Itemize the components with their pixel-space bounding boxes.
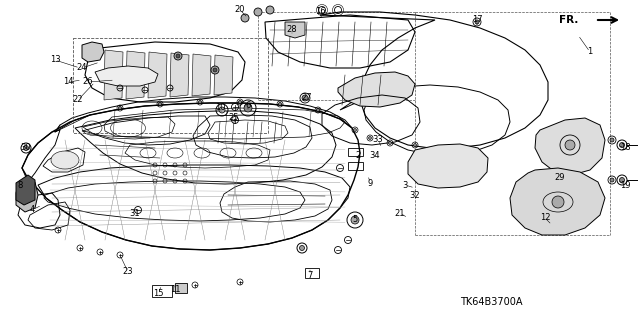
Polygon shape <box>285 22 305 38</box>
Text: 7: 7 <box>307 271 313 279</box>
Bar <box>348 162 363 170</box>
Circle shape <box>198 100 202 103</box>
Text: 10: 10 <box>215 103 225 113</box>
Text: 1: 1 <box>588 48 593 56</box>
Text: 19: 19 <box>620 181 630 189</box>
Polygon shape <box>214 55 233 95</box>
Text: 34: 34 <box>370 151 380 160</box>
Text: 22: 22 <box>73 95 83 105</box>
Circle shape <box>254 8 262 16</box>
Circle shape <box>118 107 122 109</box>
Text: FR.: FR. <box>559 15 578 25</box>
Circle shape <box>300 246 305 250</box>
Polygon shape <box>338 72 415 107</box>
Circle shape <box>353 129 356 131</box>
Polygon shape <box>192 54 211 96</box>
Text: 28: 28 <box>287 26 298 34</box>
Text: 2: 2 <box>355 151 360 160</box>
Circle shape <box>159 102 161 106</box>
Circle shape <box>351 216 359 224</box>
Circle shape <box>244 104 252 112</box>
Text: 23: 23 <box>123 268 133 277</box>
Circle shape <box>174 52 182 60</box>
Circle shape <box>24 145 29 151</box>
Text: 3: 3 <box>403 181 408 189</box>
Text: 14: 14 <box>63 78 73 86</box>
Polygon shape <box>126 51 145 99</box>
Circle shape <box>211 66 219 74</box>
Circle shape <box>302 95 308 101</box>
Text: 33: 33 <box>372 136 383 145</box>
Text: 29: 29 <box>555 174 565 182</box>
Text: 4: 4 <box>29 205 35 214</box>
Bar <box>305 268 319 278</box>
Polygon shape <box>16 175 35 205</box>
Text: 12: 12 <box>540 213 550 222</box>
Polygon shape <box>16 178 38 212</box>
Circle shape <box>552 196 564 208</box>
Text: 8: 8 <box>17 181 22 189</box>
Circle shape <box>266 6 274 14</box>
Polygon shape <box>148 52 167 98</box>
Text: 5: 5 <box>353 216 358 225</box>
Text: 13: 13 <box>50 56 60 64</box>
Bar <box>152 285 172 297</box>
Bar <box>175 283 187 293</box>
Polygon shape <box>104 50 123 100</box>
Circle shape <box>213 68 217 72</box>
Text: 25: 25 <box>228 114 239 122</box>
Circle shape <box>176 54 180 58</box>
Text: 18: 18 <box>620 144 630 152</box>
Text: 31: 31 <box>130 209 140 218</box>
Circle shape <box>610 178 614 182</box>
Text: 15: 15 <box>153 288 163 298</box>
Circle shape <box>413 144 417 146</box>
Text: 32: 32 <box>410 190 420 199</box>
Circle shape <box>239 100 241 103</box>
Text: 6: 6 <box>245 100 251 109</box>
Text: 9: 9 <box>367 179 372 188</box>
Circle shape <box>317 108 319 112</box>
Text: 30: 30 <box>20 144 31 152</box>
Polygon shape <box>535 118 605 175</box>
Circle shape <box>388 142 392 145</box>
Text: 16: 16 <box>315 8 325 17</box>
Circle shape <box>369 137 371 139</box>
Polygon shape <box>510 168 605 235</box>
Circle shape <box>620 143 625 147</box>
Polygon shape <box>408 144 488 188</box>
Circle shape <box>475 20 479 24</box>
Polygon shape <box>95 66 158 86</box>
Text: TK64B3700A: TK64B3700A <box>460 297 522 307</box>
Circle shape <box>565 140 575 150</box>
Text: 27: 27 <box>301 93 312 102</box>
Text: 17: 17 <box>472 16 483 25</box>
Polygon shape <box>82 42 104 62</box>
Circle shape <box>219 107 225 113</box>
Ellipse shape <box>51 151 79 169</box>
Circle shape <box>620 177 625 182</box>
Bar <box>73 38 268 133</box>
Polygon shape <box>170 53 189 97</box>
Bar <box>348 148 363 156</box>
Text: 26: 26 <box>83 78 93 86</box>
Text: 20: 20 <box>235 5 245 14</box>
Circle shape <box>610 138 614 142</box>
Circle shape <box>241 14 249 22</box>
Circle shape <box>278 102 282 106</box>
Text: 24: 24 <box>77 63 87 72</box>
Text: 21: 21 <box>395 209 405 218</box>
Text: 11: 11 <box>170 286 180 294</box>
